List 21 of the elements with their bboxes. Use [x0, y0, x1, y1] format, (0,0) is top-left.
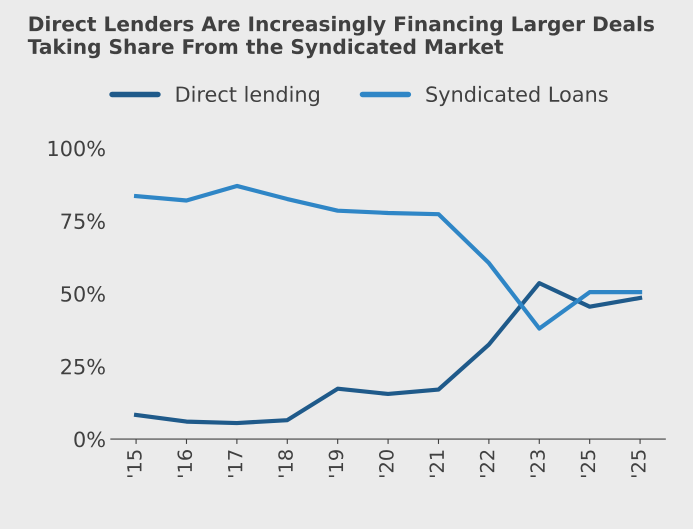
y-tick-label: 75% [61, 213, 105, 230]
x-tick-label: '20 [379, 450, 394, 478]
line-series [134, 184, 642, 331]
x-tick-label: '22 [480, 450, 494, 478]
y-tick-label: 50% [61, 286, 105, 302]
y-tick-label: 100% [48, 140, 105, 156]
chart-title: Direct Lenders Are Increasingly Financing Larger Deals Taking Share From the Syndicated Market [28, 16, 654, 58]
legend-label: Syndicated Loans [426, 86, 608, 106]
x-tick-label: '23 [530, 450, 545, 478]
line-series [134, 281, 642, 426]
x-tick-label: '25 [580, 450, 596, 478]
x-tick-label: '18 [278, 450, 293, 478]
x-tick-label: '17 [228, 450, 242, 478]
x-tick-label: '15 [127, 450, 142, 478]
x-tick-label: '16 [177, 450, 192, 478]
y-tick-label: 25% [61, 358, 105, 375]
legend-label: Direct lending [176, 86, 319, 106]
x-tick-label: '21 [429, 450, 444, 478]
y-tick-label: 0% [74, 432, 105, 448]
x-tick-label: '19 [328, 450, 344, 478]
x-tick-label: '25 [631, 450, 646, 478]
